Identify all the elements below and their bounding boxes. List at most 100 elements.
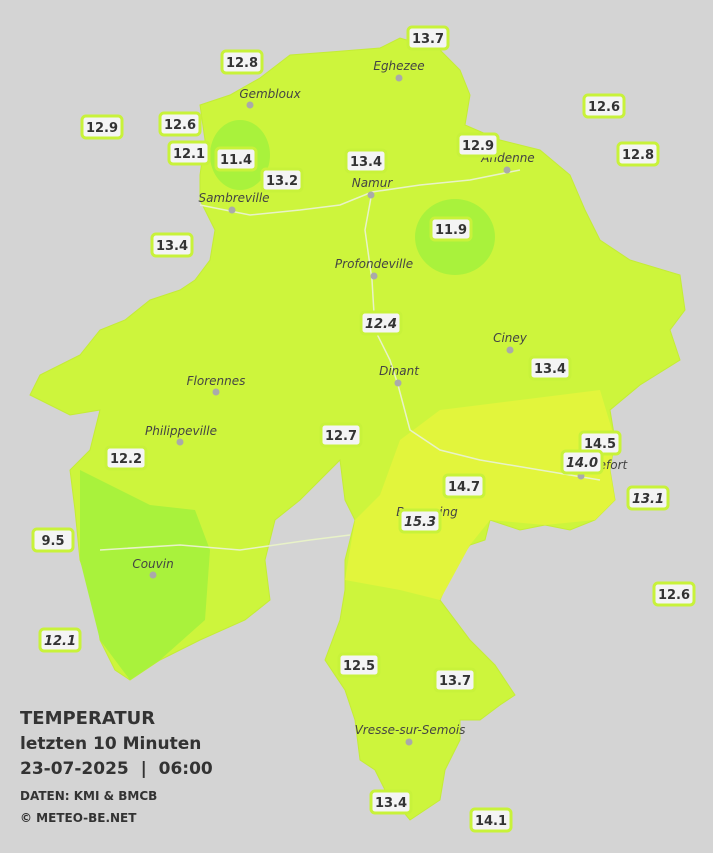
station-box	[31, 527, 75, 553]
station-box	[560, 449, 604, 475]
city-dot	[228, 206, 236, 214]
city-dot	[405, 738, 413, 746]
title: TEMPERATUR	[20, 708, 155, 729]
station-value: 12.9	[462, 139, 494, 154]
station-box	[38, 627, 82, 653]
station-box	[528, 355, 572, 381]
station-box	[582, 93, 626, 119]
station-box	[344, 148, 388, 174]
station: 12.8	[220, 49, 264, 75]
station-value: 13.4	[375, 796, 407, 811]
station-value: 14.7	[448, 480, 480, 495]
city-dot	[149, 571, 157, 579]
station-value: 12.6	[164, 118, 196, 133]
city-label: Philippeville	[145, 424, 217, 438]
station: 12.9	[80, 114, 124, 140]
city-dot	[176, 438, 184, 446]
station-value: 9.5	[41, 534, 64, 549]
credit: © METEO-BE.NET	[20, 811, 137, 825]
city-dot	[212, 388, 220, 396]
station-box	[442, 473, 486, 499]
station: 12.2	[104, 445, 148, 471]
city-label: Vresse-sur-Semois	[355, 723, 466, 737]
station: 13.2	[260, 167, 304, 193]
station-value: 13.4	[156, 239, 188, 254]
station-value: 12.9	[86, 121, 118, 136]
city-label: Ciney	[493, 331, 528, 345]
city-dot	[395, 74, 403, 82]
station: 13.4	[344, 148, 388, 174]
station: 12.6	[582, 93, 626, 119]
city-label: Dinant	[379, 364, 420, 378]
station: 13.4	[369, 789, 413, 815]
station-box	[80, 114, 124, 140]
station-value: 12.2	[110, 452, 142, 467]
station-box	[429, 216, 473, 242]
station-box	[369, 789, 413, 815]
station: 14.5	[578, 430, 622, 456]
station-value: 14.0	[566, 456, 598, 471]
station-box	[167, 140, 211, 166]
city-label: Florennes	[187, 374, 246, 388]
station: 12.6	[652, 581, 696, 607]
station-box	[626, 485, 670, 511]
station-value: 12.1	[173, 147, 205, 162]
station: 9.5	[31, 527, 75, 553]
station: 13.7	[406, 25, 450, 51]
station-value: 12.4	[365, 317, 397, 332]
station-box	[398, 508, 442, 534]
station-value: 12.5	[343, 659, 375, 674]
station-box	[214, 146, 258, 172]
station-value: 12.8	[622, 148, 654, 163]
station-box	[616, 141, 660, 167]
station-value: 14.1	[475, 814, 507, 829]
station-box	[220, 49, 264, 75]
station-box	[337, 652, 381, 678]
station-value: 12.1	[44, 634, 76, 649]
station: 13.4	[528, 355, 572, 381]
station-value: 12.6	[658, 588, 690, 603]
station: 12.1	[167, 140, 211, 166]
period: letzten 10 Minuten	[20, 734, 201, 754]
station-value: 14.5	[584, 437, 616, 452]
station-box	[150, 232, 194, 258]
cool-zone	[80, 470, 210, 680]
station-value: 15.3	[404, 515, 436, 530]
station: 12.6	[158, 111, 202, 137]
station-value: 13.4	[534, 362, 566, 377]
station-box	[158, 111, 202, 137]
station: 14.0	[560, 449, 604, 475]
station: 14.1	[469, 807, 513, 833]
station-value: 13.4	[350, 155, 382, 170]
station: 12.9	[456, 132, 500, 158]
station: 14.7	[442, 473, 486, 499]
city-label: Sambreville	[198, 191, 269, 205]
city-dot	[370, 272, 378, 280]
station: 11.4	[214, 146, 258, 172]
station-value: 12.8	[226, 56, 258, 71]
city-dot	[246, 101, 254, 109]
station-box	[260, 167, 304, 193]
station: 12.4	[359, 310, 403, 336]
city-label: Couvin	[132, 557, 173, 571]
station-value: 12.7	[325, 429, 357, 444]
station: 12.7	[319, 422, 363, 448]
city-dot	[367, 191, 375, 199]
station-box	[652, 581, 696, 607]
station: 13.4	[150, 232, 194, 258]
station: 13.7	[433, 667, 477, 693]
station: 11.9	[429, 216, 473, 242]
city-dot	[506, 346, 514, 354]
city-label: Gembloux	[239, 87, 301, 101]
station-box	[433, 667, 477, 693]
station: 12.5	[337, 652, 381, 678]
station-value: 13.1	[632, 492, 664, 507]
city-dot	[394, 379, 402, 387]
station: 12.8	[616, 141, 660, 167]
station-box	[456, 132, 500, 158]
city-dot	[503, 166, 511, 174]
station-box	[469, 807, 513, 833]
station-box	[104, 445, 148, 471]
datetime: 23-07-2025 | 06:00	[20, 759, 213, 779]
